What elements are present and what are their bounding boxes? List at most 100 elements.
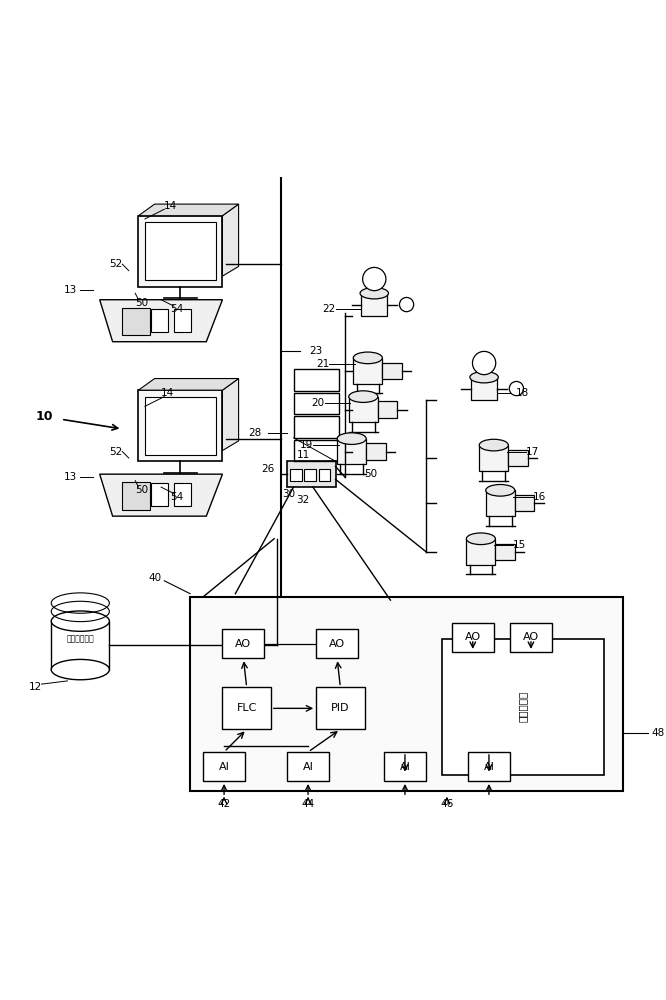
Text: AI: AI [484, 762, 494, 772]
Bar [287, 461, 336, 487]
Bar [294, 416, 339, 438]
Ellipse shape [337, 433, 366, 444]
Ellipse shape [470, 372, 498, 383]
Text: 18: 18 [516, 388, 529, 398]
Text: 13: 13 [64, 285, 77, 295]
Text: 10: 10 [36, 410, 53, 423]
Bar [468, 752, 510, 781]
Text: 30: 30 [282, 489, 296, 499]
Circle shape [363, 267, 386, 291]
Text: 13: 13 [64, 472, 77, 482]
Text: AI: AI [302, 762, 314, 772]
Text: 52: 52 [109, 259, 123, 269]
Bar [294, 440, 339, 461]
Bar [442, 639, 603, 775]
Bar [471, 377, 497, 400]
Bar [222, 629, 264, 658]
Bar [174, 483, 191, 506]
Text: 14: 14 [164, 201, 177, 211]
Bar [287, 752, 329, 781]
Text: 12: 12 [29, 682, 42, 692]
Ellipse shape [360, 288, 388, 299]
Bar [508, 450, 527, 466]
Text: AI: AI [400, 762, 410, 772]
Bar [452, 623, 494, 652]
Text: AO: AO [235, 639, 252, 649]
Polygon shape [100, 300, 222, 342]
Text: FLC: FLC [236, 703, 257, 713]
Ellipse shape [51, 659, 109, 680]
Ellipse shape [51, 611, 109, 631]
Ellipse shape [466, 533, 496, 545]
Bar [174, 309, 191, 332]
Bar [480, 445, 508, 471]
Text: 19: 19 [300, 440, 313, 450]
Text: 22: 22 [322, 304, 336, 314]
Bar [316, 629, 358, 658]
Text: 17: 17 [526, 447, 539, 457]
Polygon shape [222, 204, 238, 276]
Bar [151, 483, 168, 506]
Bar [294, 369, 339, 391]
Text: 23: 23 [310, 346, 323, 356]
Text: AO: AO [523, 632, 539, 642]
Bar [222, 687, 271, 729]
Text: 14: 14 [161, 388, 174, 398]
Polygon shape [222, 379, 238, 451]
Bar [378, 401, 397, 418]
Text: 50: 50 [364, 469, 378, 479]
Bar [510, 623, 552, 652]
Text: 44: 44 [302, 799, 314, 809]
Text: 46: 46 [440, 799, 454, 809]
Bar [382, 363, 402, 379]
Text: 32: 32 [296, 495, 310, 505]
Text: AO: AO [329, 639, 345, 649]
Text: 50: 50 [135, 485, 149, 495]
Bar [123, 482, 151, 510]
Text: 48: 48 [652, 728, 665, 738]
Bar [337, 439, 366, 464]
Bar [145, 222, 216, 280]
Ellipse shape [509, 381, 523, 396]
Text: 11: 11 [296, 450, 310, 460]
Bar [384, 752, 426, 781]
Text: 54: 54 [170, 492, 184, 502]
Text: AI: AI [218, 762, 230, 772]
Bar [316, 687, 364, 729]
Text: AO: AO [465, 632, 481, 642]
Bar [353, 358, 382, 384]
Text: 50: 50 [135, 298, 149, 308]
Bar [139, 216, 222, 287]
Bar [145, 397, 216, 455]
Text: PID: PID [331, 703, 350, 713]
Bar [203, 752, 245, 781]
Text: 21: 21 [316, 359, 329, 369]
Bar [139, 390, 222, 461]
Text: 28: 28 [248, 428, 261, 438]
Bar [123, 308, 151, 335]
Polygon shape [139, 204, 238, 216]
Ellipse shape [349, 391, 378, 402]
Text: 16: 16 [532, 492, 545, 502]
Text: 数据历史记录: 数据历史记录 [67, 634, 94, 643]
Bar [304, 469, 316, 481]
Bar [349, 397, 378, 422]
Bar [515, 495, 534, 511]
Polygon shape [100, 474, 222, 516]
Text: 20: 20 [312, 398, 324, 408]
Bar [466, 539, 496, 565]
Circle shape [472, 351, 496, 375]
Text: 26: 26 [261, 464, 274, 474]
Bar [151, 309, 168, 332]
Text: 42: 42 [217, 799, 230, 809]
Bar [190, 597, 623, 791]
Text: 40: 40 [148, 573, 161, 583]
Ellipse shape [480, 439, 508, 451]
Bar [319, 469, 330, 481]
Ellipse shape [486, 484, 515, 496]
Polygon shape [139, 379, 238, 390]
Text: 15: 15 [513, 540, 526, 550]
Text: 52: 52 [109, 447, 123, 457]
Ellipse shape [353, 352, 382, 364]
Ellipse shape [400, 297, 414, 312]
